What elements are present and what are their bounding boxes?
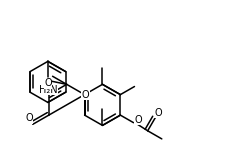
- Text: O: O: [25, 113, 33, 123]
- Text: H₂N: H₂N: [39, 85, 57, 95]
- Text: O: O: [155, 108, 162, 118]
- Text: O: O: [135, 115, 142, 125]
- Text: O: O: [82, 90, 89, 100]
- Text: O: O: [44, 78, 52, 88]
